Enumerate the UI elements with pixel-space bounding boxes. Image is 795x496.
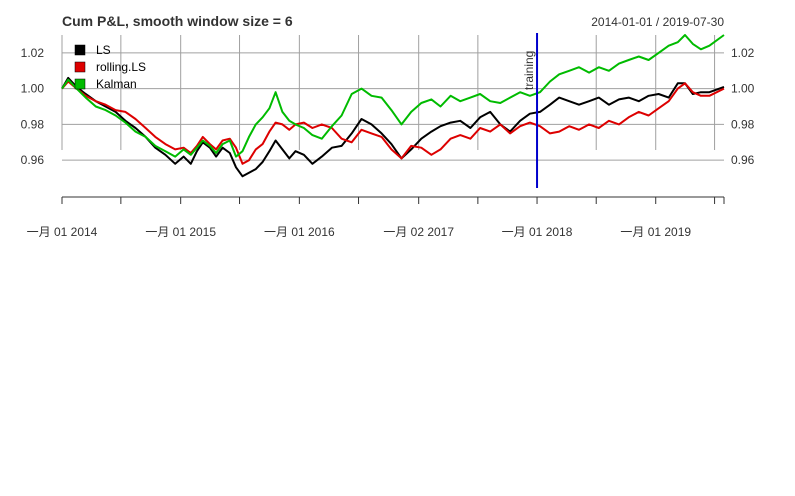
training-label: training — [522, 51, 536, 90]
series-line-rolling-ls — [61, 80, 725, 165]
y-tick-label-right: 0.96 — [731, 153, 755, 167]
series-line-kalman — [61, 34, 725, 158]
legend-label: LS — [96, 43, 111, 57]
series-line-ls — [61, 76, 725, 178]
x-tick-label: 一月 02 2017 — [383, 225, 454, 239]
chart-title: Cum P&L, smooth window size = 6 — [62, 13, 293, 29]
y-tick-label-left: 0.96 — [21, 153, 45, 167]
legend-label: Kalman — [96, 77, 137, 91]
legend-swatch — [74, 44, 86, 56]
date-range-label: 2014-01-01 / 2019-07-30 — [591, 15, 724, 29]
y-tick-label-left: 1.00 — [21, 82, 45, 96]
annotation-layer: training — [522, 33, 539, 188]
y-tick-label-right: 1.02 — [731, 46, 755, 60]
y-tick-label-left: 0.98 — [21, 117, 45, 131]
legend-label: rolling.LS — [96, 60, 146, 74]
y-tick-label-right: 0.98 — [731, 117, 755, 131]
x-tick-label: 一月 01 2018 — [502, 225, 573, 239]
legend-swatch — [74, 78, 86, 90]
legend: LS rolling.LS Kalman — [74, 43, 146, 91]
x-tick-label: 一月 01 2015 — [145, 225, 216, 239]
legend-swatch — [74, 61, 86, 73]
x-tick-label: 一月 01 2014 — [27, 225, 98, 239]
axis-layer: 0.96 0.96 0.98 0.98 1.00 1.00 1.02 1.02 一月 01 20… — [21, 46, 755, 239]
y-tick-label-right: 1.00 — [731, 82, 755, 96]
x-tick-label: 一月 01 2019 — [620, 225, 691, 239]
y-tick-label-left: 1.02 — [21, 46, 45, 60]
series-layer — [61, 34, 725, 178]
x-tick-label: 一月 01 2016 — [264, 225, 335, 239]
